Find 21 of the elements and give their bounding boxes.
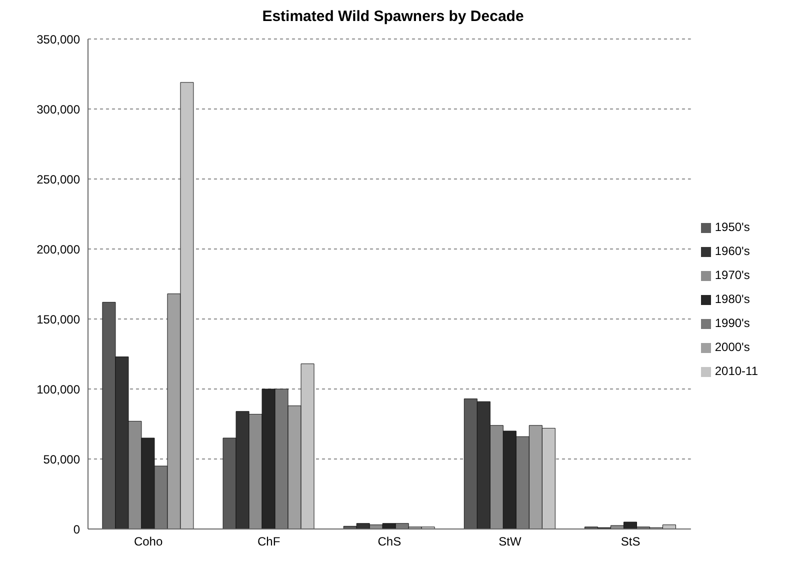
legend-label: 2000's [714,340,750,354]
x-tick-label: ChF [258,534,280,549]
y-tick-label: 0 [73,522,80,536]
y-tick-label: 250,000 [36,172,80,186]
legend-label: 1990's [714,316,750,330]
y-tick-label: 150,000 [36,312,80,326]
x-tick-label: Coho [134,534,163,549]
y-tick-label: 300,000 [36,102,80,116]
y-tick-label: 350,000 [36,32,80,46]
y-tick-label: 100,000 [36,382,80,396]
legend-label: 1970's [714,268,750,282]
x-tick-label: StW [498,534,522,549]
legend-label: 1950's [714,220,750,234]
chart-title: Estimated Wild Spawners by Decade [261,8,525,25]
y-tick-label: 200,000 [36,242,80,256]
legend-label: 2010-11 [714,364,758,378]
legend-label: 1980's [714,292,750,306]
x-tick-label: ChS [378,534,402,549]
x-tick-label: StS [620,534,640,549]
y-tick-label: 50,000 [43,452,80,466]
legend-label: 1960's [714,244,750,258]
